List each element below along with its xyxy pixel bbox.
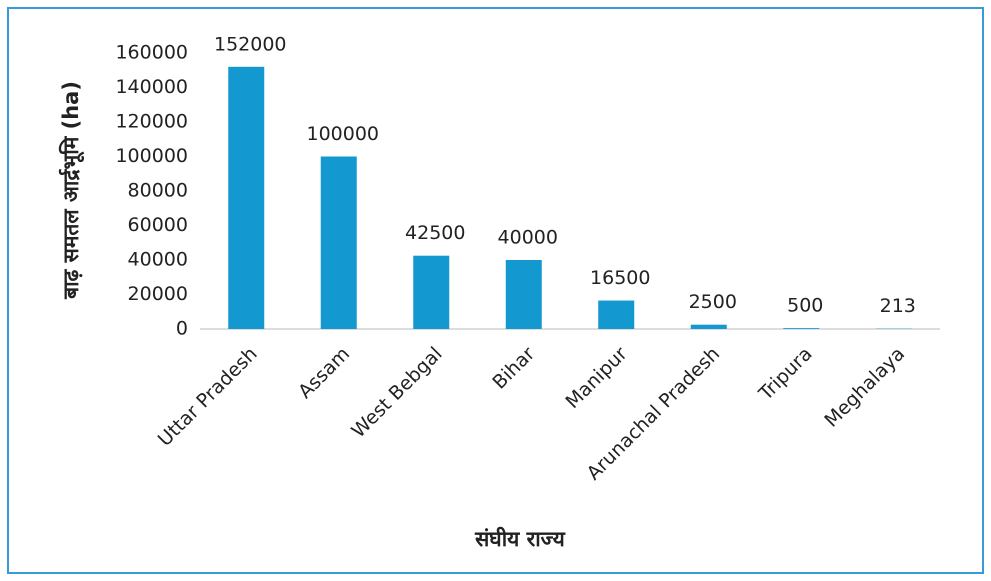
bar xyxy=(598,300,635,329)
data-label: 100000 xyxy=(306,123,379,145)
bar xyxy=(505,260,542,329)
frame xyxy=(7,7,984,574)
x-tick-label: Manipur xyxy=(561,343,631,413)
bar xyxy=(320,156,357,329)
data-label: 42500 xyxy=(405,222,465,244)
y-tick-label: 80000 xyxy=(128,180,188,202)
data-label: 152000 xyxy=(214,33,287,55)
bar xyxy=(228,66,265,330)
y-tick-label: 160000 xyxy=(115,42,188,64)
x-tick-label: Tripura xyxy=(754,343,817,406)
bar xyxy=(690,324,727,329)
y-tick-label: 140000 xyxy=(115,76,188,98)
y-tick-label: 0 xyxy=(176,318,188,340)
x-tick-label: Assam xyxy=(294,343,354,403)
data-label: 213 xyxy=(880,295,916,317)
y-axis-title: बाढ़ समतल आर्द्रभूमि (ha) xyxy=(58,81,85,300)
y-tick-label: 60000 xyxy=(128,214,188,236)
data-label: 40000 xyxy=(498,227,558,249)
x-tick-label: West Bebgal xyxy=(347,343,446,442)
y-tick-label: 40000 xyxy=(128,249,188,271)
data-label: 500 xyxy=(787,295,823,317)
x-tick-label: Meghalaya xyxy=(820,343,909,432)
x-axis-title: संघीय राज्य xyxy=(474,526,566,551)
data-label: 2500 xyxy=(689,291,737,313)
y-tick-label: 20000 xyxy=(128,283,188,305)
data-label: 16500 xyxy=(590,267,650,289)
y-tick-label: 120000 xyxy=(115,111,188,133)
x-tick-label: Uttar Pradesh xyxy=(154,343,262,451)
y-tick-label: 100000 xyxy=(115,145,188,167)
bar xyxy=(413,255,450,329)
bar xyxy=(783,328,820,329)
x-tick-label: Bihar xyxy=(488,343,539,394)
